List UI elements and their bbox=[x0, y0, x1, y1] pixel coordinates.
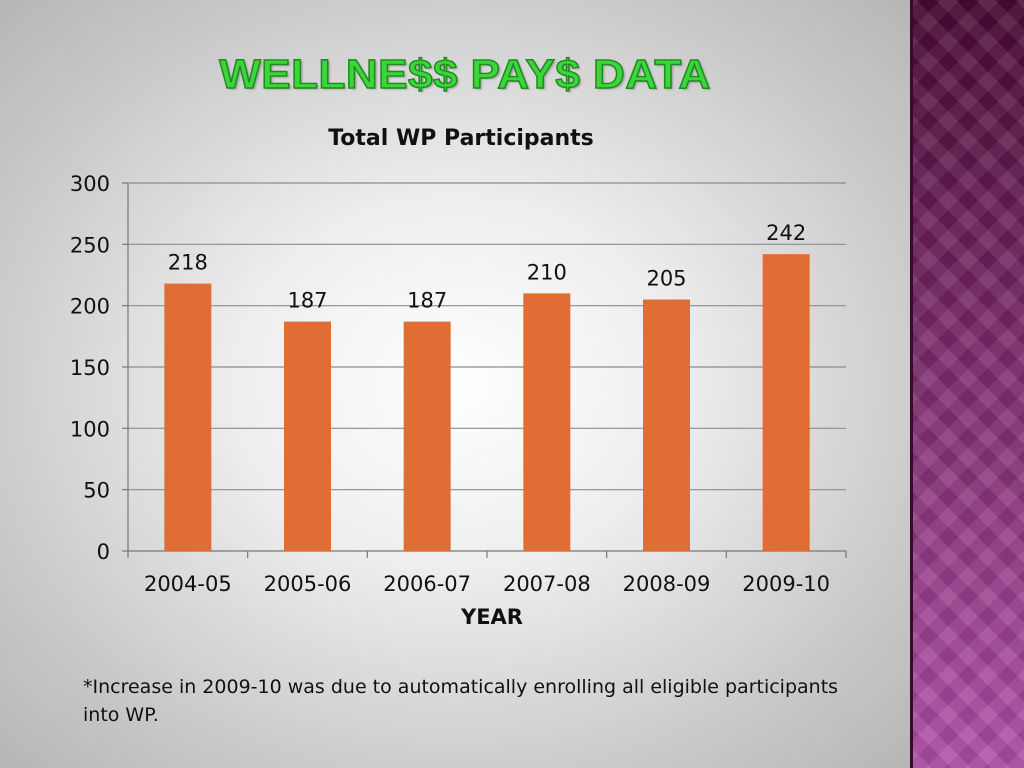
y-tick-label: 250 bbox=[70, 233, 110, 257]
bar bbox=[284, 321, 331, 551]
data-label: 187 bbox=[287, 289, 327, 313]
x-tick-label: 2006-07 bbox=[383, 572, 471, 596]
chart-title: Total WP Participants bbox=[328, 126, 594, 151]
x-tick-label: 2007-08 bbox=[503, 572, 591, 596]
slide-background bbox=[0, 0, 912, 768]
x-tick-label: 2008-09 bbox=[623, 572, 711, 596]
slide-title: WELLNE$$ PAY$ DATA bbox=[219, 51, 711, 98]
y-tick-label: 50 bbox=[83, 479, 110, 503]
y-tick-label: 300 bbox=[70, 172, 110, 196]
data-label: 205 bbox=[646, 267, 686, 291]
x-axis-label: YEAR bbox=[460, 605, 523, 629]
decorative-side-panel bbox=[912, 0, 1024, 768]
y-tick-label: 150 bbox=[70, 356, 110, 380]
y-tick-label: 100 bbox=[70, 417, 110, 441]
x-tick-label: 2009-10 bbox=[742, 572, 830, 596]
bar bbox=[403, 321, 451, 551]
bar bbox=[762, 254, 810, 551]
bar bbox=[523, 293, 571, 551]
data-label: 210 bbox=[527, 260, 567, 284]
bar-chart: 0 50 100 150 200 250 300 218 2004-05 187 2005-06 18… bbox=[70, 172, 847, 629]
bar bbox=[164, 283, 212, 551]
bar bbox=[643, 299, 690, 551]
data-label: 218 bbox=[168, 251, 208, 275]
side-panel-divider bbox=[910, 0, 913, 768]
data-label: 242 bbox=[766, 221, 806, 245]
x-tick-label: 2005-06 bbox=[264, 572, 352, 596]
x-tick-label: 2004-05 bbox=[144, 572, 232, 596]
data-label: 187 bbox=[407, 289, 447, 313]
y-tick-label: 200 bbox=[70, 295, 110, 319]
footnote: *Increase in 2009-10 was due to automati… bbox=[83, 676, 839, 726]
y-tick-label: 0 bbox=[97, 540, 110, 564]
